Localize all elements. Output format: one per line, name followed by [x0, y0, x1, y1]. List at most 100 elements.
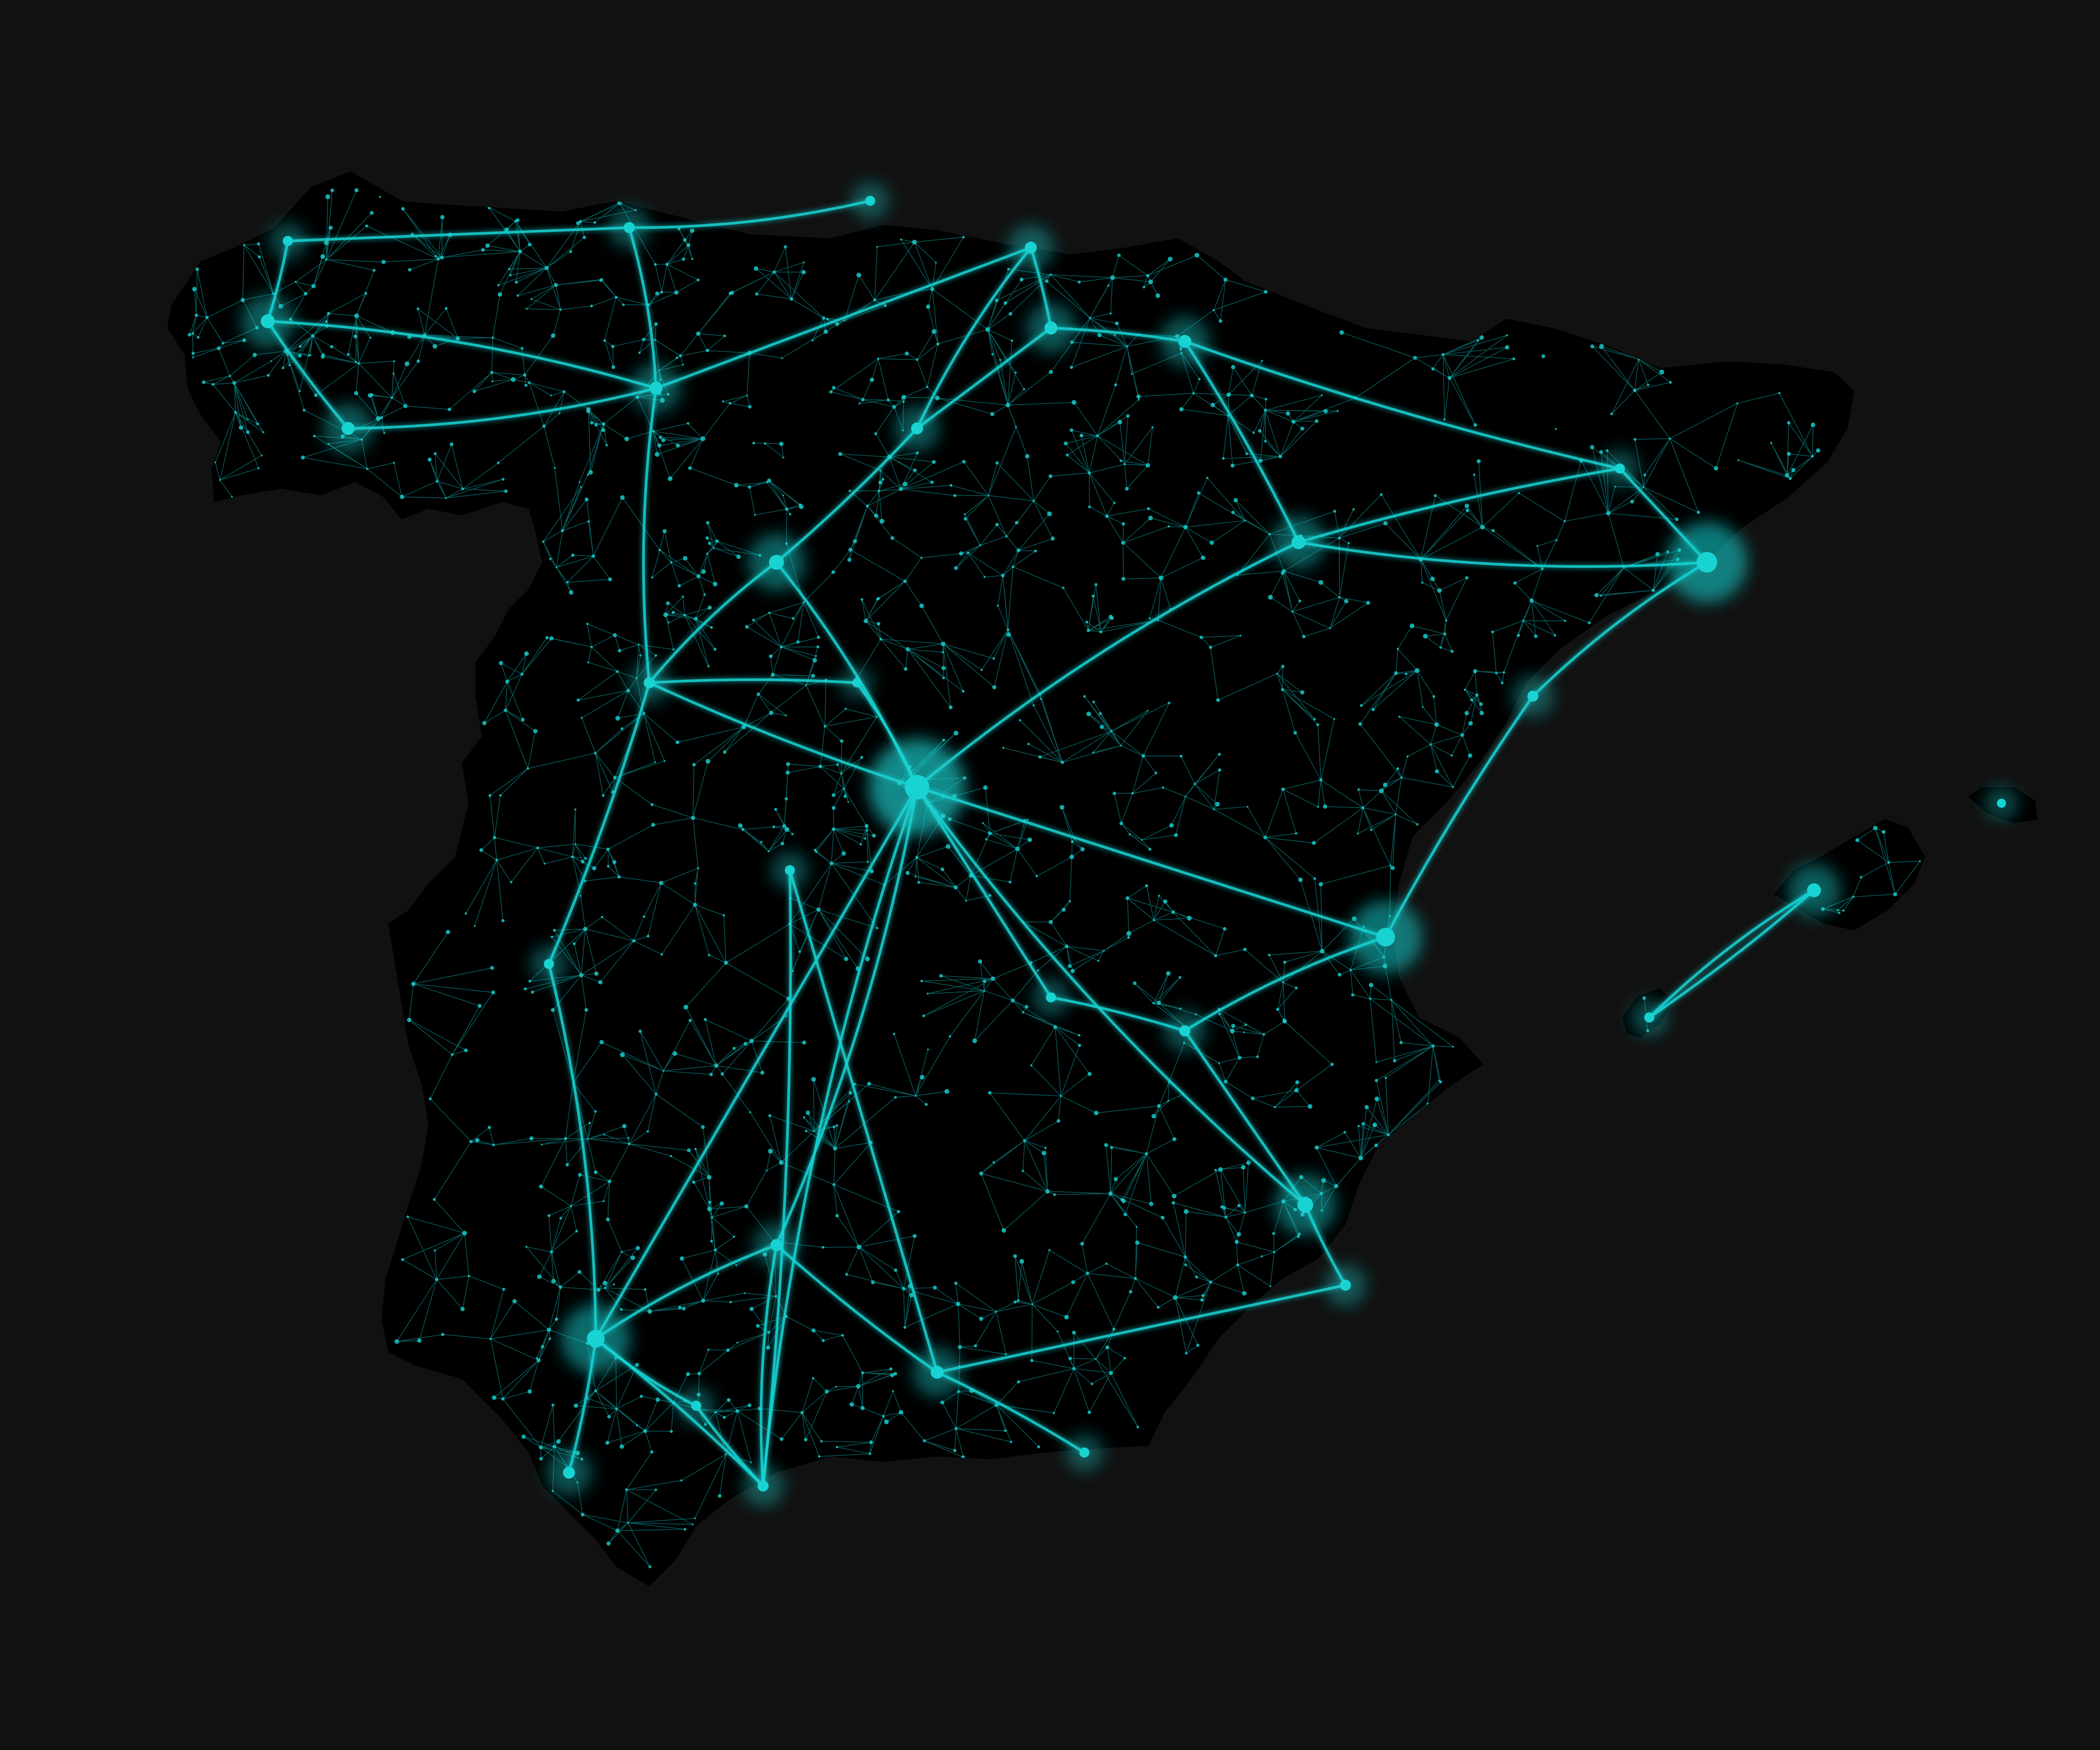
town-node — [747, 1403, 752, 1407]
town-node — [1281, 665, 1284, 668]
town-node — [1294, 1088, 1299, 1093]
town-node — [1120, 459, 1123, 462]
town-node — [194, 313, 198, 317]
town-node — [625, 1488, 628, 1491]
town-node — [791, 970, 794, 972]
town-node — [1432, 695, 1435, 698]
town-node — [825, 1390, 829, 1394]
town-node — [1218, 319, 1222, 323]
town-node — [844, 707, 847, 710]
town-node — [584, 857, 587, 860]
town-node — [1157, 1306, 1160, 1309]
town-node — [309, 354, 312, 357]
town-node — [647, 934, 650, 938]
town-node — [714, 1063, 719, 1068]
town-node — [1338, 596, 1341, 599]
major-road — [916, 246, 1032, 430]
town-node — [569, 590, 574, 595]
town-node — [594, 1389, 597, 1393]
town-node — [987, 494, 990, 497]
town-node — [741, 828, 745, 831]
town-node — [1465, 576, 1469, 580]
town-node — [1390, 999, 1393, 1001]
town-node — [536, 1358, 541, 1362]
town-node — [1133, 981, 1137, 985]
town-node — [635, 1363, 639, 1367]
urban-hub — [1376, 928, 1395, 947]
town-node — [833, 1146, 837, 1151]
town-node — [1036, 969, 1039, 972]
town-node — [1110, 312, 1112, 315]
town-node — [1371, 708, 1375, 711]
town-node — [370, 211, 374, 215]
town-node — [1505, 345, 1509, 350]
town-node — [1338, 536, 1341, 540]
town-node — [715, 539, 719, 543]
town-node — [753, 266, 759, 271]
town-node — [195, 267, 199, 271]
town-node — [654, 761, 656, 763]
town-node — [1230, 1029, 1235, 1034]
town-node — [913, 1234, 917, 1238]
town-node — [1168, 256, 1173, 262]
town-node — [859, 843, 862, 846]
town-node — [435, 480, 439, 483]
town-node — [322, 353, 325, 357]
town-node — [1394, 671, 1398, 676]
town-node — [1048, 920, 1053, 924]
town-node — [1222, 457, 1225, 460]
town-node — [444, 307, 448, 310]
town-node — [1027, 837, 1032, 842]
town-node — [536, 1357, 538, 1359]
town-node — [1138, 399, 1140, 401]
town-node — [1212, 309, 1215, 312]
town-node — [1337, 973, 1342, 977]
town-node — [676, 356, 679, 359]
town-node — [1136, 394, 1141, 399]
town-node — [1882, 830, 1886, 834]
town-node — [939, 974, 943, 978]
town-node — [654, 1092, 658, 1096]
town-node — [692, 763, 696, 766]
town-node — [931, 329, 937, 334]
town-node — [723, 1416, 726, 1419]
town-node — [429, 1097, 432, 1100]
town-node — [677, 584, 681, 588]
town-node — [325, 258, 328, 261]
town-node — [261, 455, 263, 457]
town-node — [1087, 1410, 1091, 1414]
town-node — [657, 443, 662, 448]
major-road — [628, 200, 872, 229]
town-node — [617, 875, 621, 879]
town-node — [816, 907, 821, 912]
major-road — [654, 246, 1032, 390]
town-node — [556, 1439, 561, 1444]
town-node — [504, 228, 509, 232]
town-node — [380, 416, 383, 419]
town-node — [408, 268, 412, 272]
town-node — [537, 1274, 542, 1279]
town-node — [814, 848, 817, 852]
town-node — [601, 428, 606, 432]
town-node — [962, 236, 965, 239]
town-node — [992, 685, 997, 690]
town-node — [822, 1339, 825, 1342]
town-node — [354, 334, 357, 339]
town-node — [1023, 388, 1026, 391]
town-node — [944, 1089, 949, 1094]
town-node — [1333, 718, 1335, 720]
town-node — [1126, 345, 1128, 348]
town-node — [1045, 1189, 1050, 1194]
town-node — [1157, 1104, 1161, 1108]
town-node — [756, 692, 760, 696]
town-node — [832, 386, 836, 389]
town-node — [923, 1439, 926, 1442]
town-node — [1172, 1201, 1175, 1205]
town-node — [491, 380, 494, 382]
town-node — [990, 412, 994, 416]
town-node — [881, 478, 885, 481]
town-node — [489, 1337, 492, 1340]
town-node — [620, 1052, 625, 1057]
town-node — [672, 1051, 677, 1056]
town-node — [1811, 455, 1814, 458]
